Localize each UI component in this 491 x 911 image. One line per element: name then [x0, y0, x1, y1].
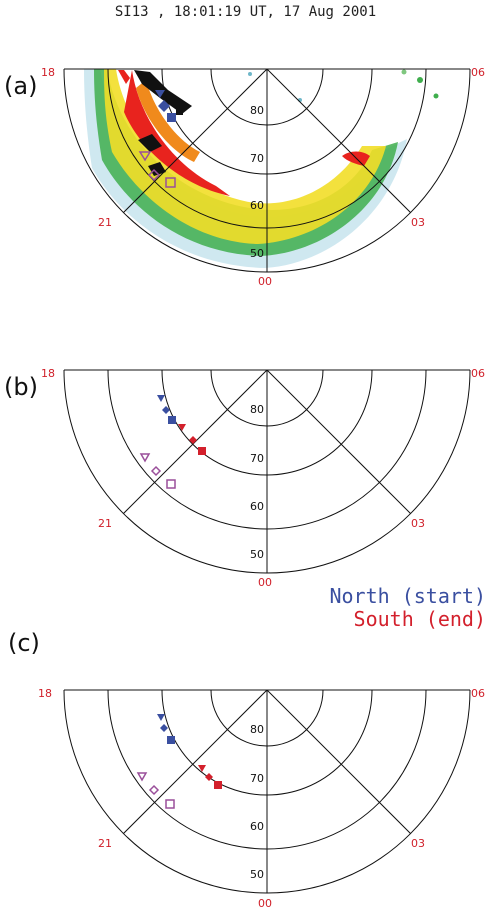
svg-text:06: 06 [471, 66, 485, 79]
svg-text:18: 18 [41, 66, 55, 79]
panel-a-latitude-labels: 80 70 60 50 [250, 104, 264, 260]
panel-c: (c) 80 70 60 50 [8, 629, 485, 910]
svg-text:21: 21 [98, 216, 112, 229]
panel-c-letter: (c) [8, 629, 40, 657]
svg-text:00: 00 [258, 897, 272, 910]
svg-text:21: 21 [98, 837, 112, 850]
panel-c-mlt-labels: 18 06 21 03 00 [38, 687, 485, 910]
polar-grid [63, 369, 471, 574]
svg-text:60: 60 [250, 199, 264, 212]
svg-text:03: 03 [411, 216, 425, 229]
panel-a-markers [138, 90, 183, 188]
svg-text:50: 50 [250, 548, 264, 561]
panel-b-letter: (b) [4, 373, 38, 401]
svg-text:03: 03 [411, 837, 425, 850]
svg-text:06: 06 [471, 367, 485, 380]
svg-text:70: 70 [250, 152, 264, 165]
svg-text:60: 60 [250, 820, 264, 833]
svg-text:80: 80 [250, 104, 264, 117]
panel-b-mlt-labels: 18 06 21 03 00 [41, 367, 485, 589]
polar-grid [63, 689, 471, 894]
panel-c-markers [136, 714, 222, 809]
svg-text:50: 50 [250, 868, 264, 881]
panel-a: (a) [4, 66, 485, 288]
svg-text:03: 03 [411, 517, 425, 530]
svg-text:18: 18 [38, 687, 52, 700]
legend: North (start) South (end) [329, 584, 486, 631]
svg-text:06: 06 [471, 687, 485, 700]
legend-south: South (end) [354, 607, 486, 631]
svg-text:70: 70 [250, 452, 264, 465]
svg-text:00: 00 [258, 275, 272, 288]
auroral-oval-image [84, 69, 439, 268]
panel-b: (b) 80 70 60 50 [4, 367, 485, 589]
svg-text:60: 60 [250, 500, 264, 513]
panel-b-latitude-labels: 80 70 60 50 [250, 403, 264, 561]
panel-c-latitude-labels: 80 70 60 50 [250, 723, 264, 881]
svg-text:70: 70 [250, 772, 264, 785]
figure-title: SI13 , 18:01:19 UT, 17 Aug 2001 [114, 4, 377, 20]
svg-text:50: 50 [250, 247, 264, 260]
svg-text:21: 21 [98, 517, 112, 530]
panel-a-mlt-labels: 18 06 21 03 00 [41, 66, 485, 288]
svg-text:00: 00 [258, 576, 272, 589]
svg-text:80: 80 [250, 723, 264, 736]
legend-north: North (start) [329, 584, 486, 608]
svg-text:18: 18 [41, 367, 55, 380]
panel-b-markers [139, 395, 206, 489]
svg-text:80: 80 [250, 403, 264, 416]
panel-a-letter: (a) [4, 72, 37, 100]
